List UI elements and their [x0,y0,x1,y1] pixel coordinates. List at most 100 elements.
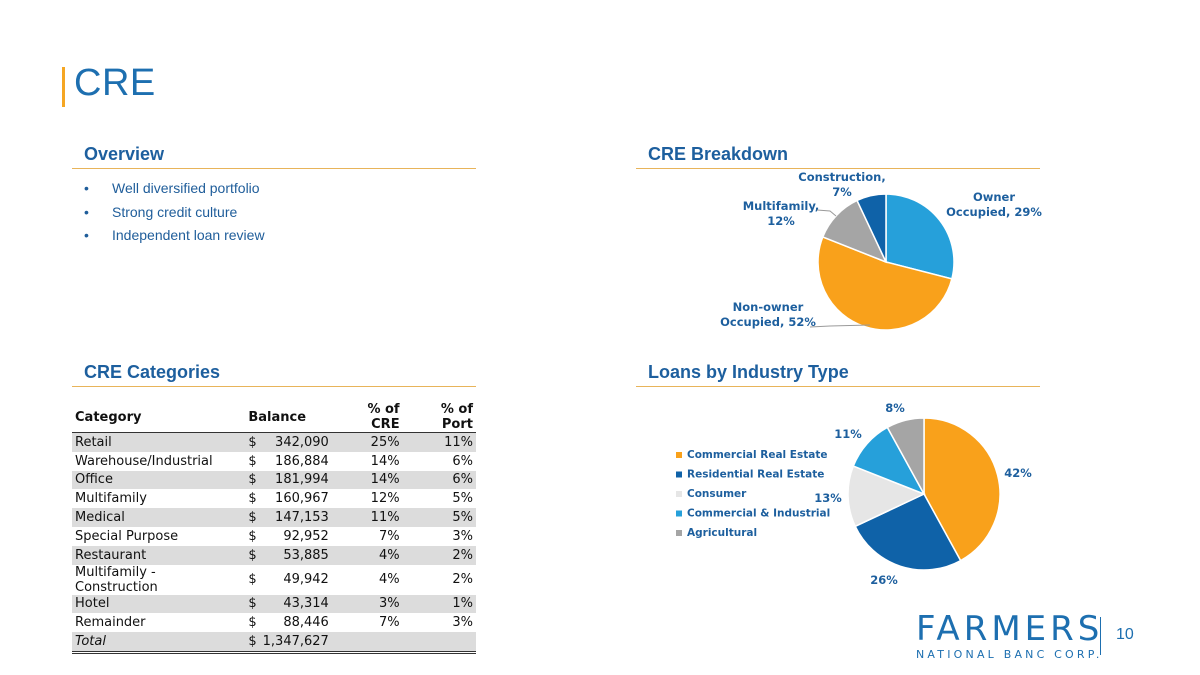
pie1-label-3: Construction, 7% [798,170,885,199]
cell-balance: 53,885 [259,545,332,565]
cell-balance: 49,942 [283,572,329,588]
col-category: Category [72,402,246,433]
cell-currency: $ [248,528,257,544]
cell-pct-port: 11% [402,432,476,452]
legend-swatch-2 [676,491,682,497]
cell-pct-port: 3% [452,615,473,631]
cell-pct-cre: 14% [370,453,400,469]
logo-subtitle: NATIONAL BANC CORP. [916,648,1103,661]
cell-category: Multifamily - Construction [75,564,158,595]
cell-currency: $ [248,491,257,507]
cell-currency: $ [248,453,257,469]
bullet-item: • Strong credit culture [84,203,238,220]
cell-category: Warehouse/Industrial [75,453,213,469]
cell-balance: 186,884 [275,453,329,469]
pie2-label-1: 26% [870,573,898,587]
pie1-leader-multifamily [816,209,837,217]
legend-swatch-0 [676,452,682,458]
cell-empty [402,632,476,654]
cell-pct-port: 2% [452,572,473,588]
cre-categories-table: Category Balance % of CRE % of Port Reta… [72,402,476,654]
cell-category: Special Purpose [75,528,179,544]
categories-rule [72,386,476,387]
overview-bullets: • Well diversified portfolio • Strong cred… [84,178,265,249]
legend-label-2: Consumer [687,488,747,500]
cell-pct-cre: 25% [331,432,403,452]
page-title: CRE [74,62,156,104]
cell-currency: $ [248,572,257,588]
breakdown-rule [636,168,1040,169]
cell-category: Restaurant [72,545,246,565]
farmers-logo: FARMERS NATIONAL BANC CORP. [916,612,1103,661]
table-row: Retail $ 342,090 25% 11% [72,432,476,452]
cell-balance: 147,153 [259,508,332,527]
cell-currency: $ [245,508,260,527]
pie1-label-1: Non-owner Occupied, 52% [720,300,816,329]
cell-currency: $ [245,470,260,490]
col-pct-port: % of Port [402,402,476,433]
cell-balance: 181,994 [259,470,332,490]
cell-pct-port: 5% [402,508,476,527]
cell-currency: $ [245,594,260,614]
cell-pct-cre: 11% [331,508,403,527]
table-row: Multifamily - Construction $ 49,942 4% 2… [72,565,476,595]
cell-pct-cre: 4% [331,545,403,565]
pie2-slice-0 [923,417,1001,562]
overview-rule [72,168,476,169]
cell-category: Retail [72,432,246,452]
cell-pct-port: 1% [402,594,476,614]
cell-pct-cre: 12% [370,491,400,507]
logo-divider [1100,617,1101,655]
cell-category: Multifamily [75,491,147,507]
bullet-item: • Independent loan review [84,227,265,243]
cell-pct-port: 6% [452,453,473,469]
industry-rule [636,386,1040,387]
pie1-label-0: Owner Occupied, 29% [946,190,1042,219]
table-row: Hotel $ 43,314 3% 1% [72,594,476,614]
title-accent-bar [62,67,65,107]
cell-pct-cre: 14% [331,470,403,490]
pie2-label-4: 8% [885,401,905,415]
cell-category: Hotel [72,594,246,614]
table-row: Restaurant $ 53,885 4% 2% [72,545,476,565]
cell-pct-cre: 4% [378,572,400,588]
legend-label-3: Commercial & Industrial [687,508,830,520]
legend-swatch-1 [676,471,682,478]
pie2-label-0: 42% [1004,466,1032,480]
breakdown-heading: CRE Breakdown [648,144,789,164]
cell-balance: 88,446 [283,615,329,631]
cell-balance: 160,967 [275,491,329,507]
cell-currency: $ [248,615,257,631]
legend-label-0: Commercial Real Estate [687,449,827,461]
pie1-slice-1 [817,235,953,331]
table-row: Multifamily $ 160,967 12% 5% [72,489,476,508]
legend-swatch-3 [676,510,682,517]
col-balance: Balance [245,402,332,433]
cell-currency: $ [245,545,260,565]
cell-pct-port: 3% [452,528,473,544]
col-pct-cre: % of CRE [331,402,403,433]
table-row: Remainder $ 88,446 7% 3% [72,613,476,632]
cell-balance: 43,314 [259,594,332,614]
cell-total-label: Total [72,632,246,654]
cell-category: Office [72,470,246,490]
pie2-label-3: 11% [834,427,862,441]
cell-total-balance: 1,347,627 [259,632,332,654]
table-row: Office $ 181,994 14% 6% [72,470,476,490]
bullet-item: • Well diversified portfolio [84,180,260,196]
cell-pct-port: 6% [402,470,476,490]
cell-category: Medical [72,508,246,527]
cell-empty [331,632,403,654]
cell-currency: $ [245,432,260,452]
pie1-label-2: Multifamily, 12% [743,199,820,228]
legend-label-1: Residential Real Estate [687,469,824,481]
table-row: Warehouse/Industrial $ 186,884 14% 6% [72,452,476,471]
pie1-leader-nonowner [809,324,871,328]
logo-wordmark: FARMERS [916,609,1104,649]
pie2-label-2: 13% [814,491,842,505]
cell-pct-cre: 3% [331,594,403,614]
pie2-slice-4 [886,417,925,495]
cell-pct-port: 2% [402,545,476,565]
cell-category: Remainder [75,615,146,631]
